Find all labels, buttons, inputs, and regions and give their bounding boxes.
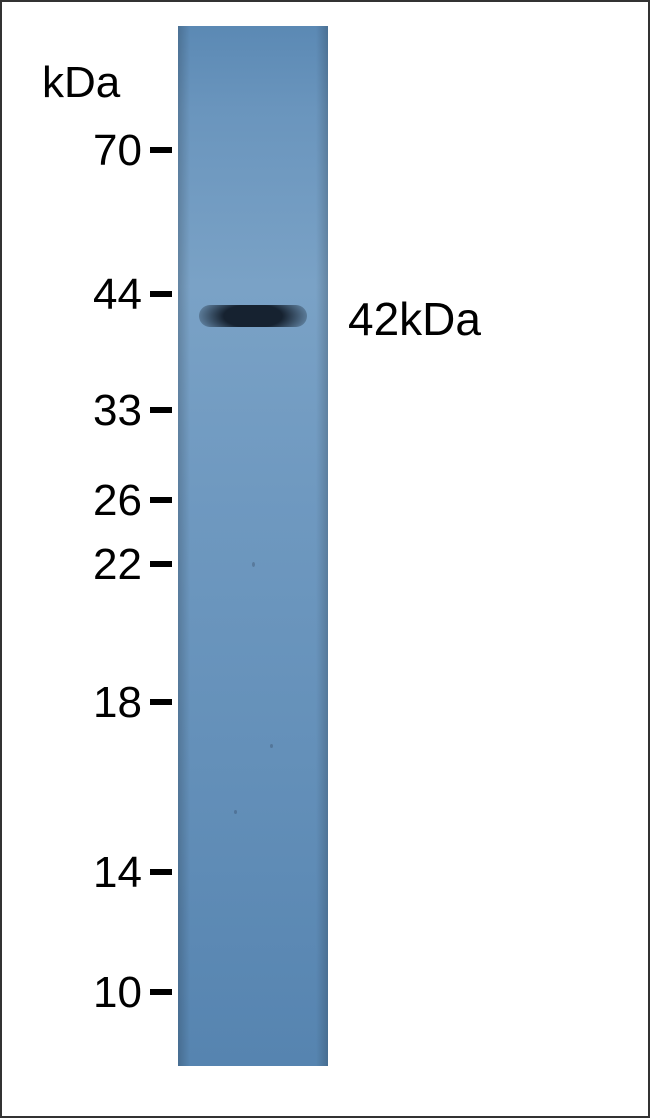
figure-frame: kDa 70 44 33 26 22 18 14 10 42kDa: [0, 0, 650, 1118]
mw-marker-tick: [150, 989, 172, 995]
mw-marker-tick: [150, 869, 172, 875]
mw-marker-label: 14: [2, 848, 142, 898]
mw-marker-tick: [150, 147, 172, 153]
mw-marker-tick: [150, 497, 172, 503]
axis-unit-label: kDa: [42, 58, 152, 108]
mw-marker-tick: [150, 407, 172, 413]
mw-marker-label: 44: [2, 270, 142, 320]
mw-marker-label: 10: [2, 968, 142, 1018]
mw-marker-label: 26: [2, 476, 142, 526]
noise-speck: [252, 562, 255, 567]
mw-marker-label: 22: [2, 540, 142, 590]
noise-speck: [234, 810, 237, 814]
blot-lane: [178, 26, 328, 1066]
mw-marker-tick: [150, 561, 172, 567]
mw-marker-tick: [150, 699, 172, 705]
mw-marker-label: 70: [2, 126, 142, 176]
noise-speck: [270, 744, 273, 748]
mw-marker-label: 33: [2, 386, 142, 436]
blot-lane-background: [178, 26, 328, 1066]
band-size-label: 42kDa: [348, 292, 481, 346]
protein-band-42kda: [199, 305, 307, 327]
mw-marker-tick: [150, 291, 172, 297]
mw-marker-label: 18: [2, 678, 142, 728]
